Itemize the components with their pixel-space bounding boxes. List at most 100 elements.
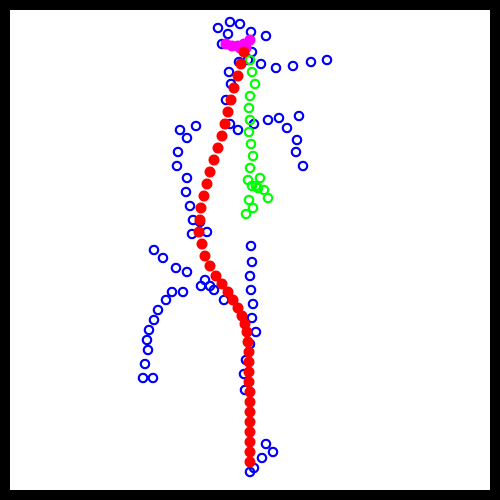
- green-outline-point-18: [250, 180, 262, 192]
- red-filled-point-20: [216, 278, 228, 290]
- green-outline-point-8: [247, 150, 259, 162]
- red-filled-point-36: [244, 426, 256, 438]
- green-outline-point-13: [258, 184, 270, 196]
- blue-outline-point-36: [184, 200, 196, 212]
- red-filled-point-30: [243, 366, 255, 378]
- blue-outline-point-33: [171, 160, 183, 172]
- blue-outline-point-66: [246, 312, 258, 324]
- blue-outline-point-61: [245, 240, 257, 252]
- red-filled-point-35: [244, 416, 256, 428]
- blue-outline-point-64: [245, 284, 257, 296]
- red-filled-point-33: [244, 396, 256, 408]
- green-outline-point-0: [244, 54, 256, 66]
- red-filled-point-6: [219, 118, 231, 130]
- blue-outline-point-32: [172, 146, 184, 158]
- red-filled-point-3: [228, 82, 240, 94]
- red-filled-point-16: [196, 238, 208, 250]
- blue-outline-point-35: [180, 186, 192, 198]
- red-filled-point-17: [199, 250, 211, 262]
- red-filled-point-10: [204, 166, 216, 178]
- red-filled-point-12: [198, 190, 210, 202]
- red-filled-point-19: [210, 270, 222, 282]
- red-filled-point-15: [193, 226, 205, 238]
- blue-outline-point-31: [190, 120, 202, 132]
- blue-outline-point-26: [291, 134, 303, 146]
- red-filled-point-0: [238, 46, 250, 58]
- red-filled-point-34: [244, 406, 256, 418]
- blue-outline-point-73: [267, 446, 279, 458]
- blue-outline-point-52: [160, 294, 172, 306]
- red-filled-point-21: [222, 286, 234, 298]
- green-outline-point-9: [244, 162, 256, 174]
- series-red-filled: [193, 46, 256, 468]
- blue-outline-point-20: [232, 124, 244, 136]
- plot-area: [10, 10, 490, 490]
- green-outline-point-4: [243, 102, 255, 114]
- blue-outline-point-60: [147, 372, 159, 384]
- red-filled-point-2: [232, 70, 244, 82]
- blue-outline-point-50: [177, 286, 189, 298]
- blue-outline-point-41: [148, 244, 160, 256]
- blue-outline-point-67: [250, 326, 262, 338]
- blue-outline-point-65: [247, 298, 259, 310]
- red-filled-point-22: [227, 294, 239, 306]
- blue-outline-point-54: [148, 314, 160, 326]
- blue-outline-point-42: [157, 252, 169, 264]
- blue-outline-point-29: [174, 124, 186, 136]
- blue-outline-point-53: [152, 304, 164, 316]
- blue-outline-point-9: [255, 58, 267, 70]
- red-filled-point-27: [242, 336, 254, 348]
- red-filled-point-39: [244, 456, 256, 468]
- green-outline-point-7: [245, 138, 257, 150]
- green-outline-point-17: [240, 208, 252, 220]
- blue-outline-point-56: [141, 334, 153, 346]
- green-outline-point-15: [243, 194, 255, 206]
- blue-outline-point-25: [281, 122, 293, 134]
- blue-outline-point-34: [181, 172, 193, 184]
- red-filled-point-5: [222, 106, 234, 118]
- blue-outline-point-13: [321, 54, 333, 66]
- green-outline-point-5: [244, 114, 256, 126]
- blue-outline-point-0: [212, 22, 224, 34]
- red-filled-point-14: [194, 214, 206, 226]
- green-outline-point-16: [247, 202, 259, 214]
- green-outline-point-2: [249, 78, 261, 90]
- red-filled-point-11: [201, 178, 213, 190]
- green-outline-point-19: [254, 172, 266, 184]
- blue-outline-point-30: [181, 132, 193, 144]
- blue-outline-point-63: [244, 270, 256, 282]
- blue-outline-point-59: [137, 372, 149, 384]
- blue-outline-point-62: [246, 256, 258, 268]
- blue-outline-point-10: [270, 62, 282, 74]
- blue-outline-point-44: [181, 266, 193, 278]
- blue-outline-point-43: [170, 262, 182, 274]
- red-filled-point-38: [244, 446, 256, 458]
- blue-outline-point-6: [222, 28, 234, 40]
- blue-outline-point-51: [166, 286, 178, 298]
- blue-outline-point-23: [273, 112, 285, 124]
- blue-outline-point-72: [260, 438, 272, 450]
- red-filled-point-4: [225, 94, 237, 106]
- blue-outline-point-76: [244, 466, 256, 478]
- red-filled-point-32: [244, 386, 256, 398]
- red-filled-point-13: [195, 202, 207, 214]
- red-filled-point-9: [208, 154, 220, 166]
- blue-outline-point-24: [293, 110, 305, 122]
- green-outline-point-3: [244, 90, 256, 102]
- green-outline-point-1: [246, 66, 258, 78]
- series-green-outline: [240, 54, 274, 220]
- blue-outline-point-11: [287, 60, 299, 72]
- green-outline-point-6: [243, 126, 255, 138]
- red-filled-point-28: [243, 346, 255, 358]
- green-outline-point-11: [246, 180, 258, 192]
- blue-outline-point-4: [260, 30, 272, 42]
- blue-outline-point-57: [142, 344, 154, 356]
- red-filled-point-8: [212, 142, 224, 154]
- red-filled-point-18: [204, 260, 216, 272]
- blue-outline-point-55: [143, 324, 155, 336]
- red-filled-point-7: [216, 130, 228, 142]
- blue-outline-point-74: [256, 452, 268, 464]
- red-filled-point-31: [243, 376, 255, 388]
- blue-outline-point-58: [139, 358, 151, 370]
